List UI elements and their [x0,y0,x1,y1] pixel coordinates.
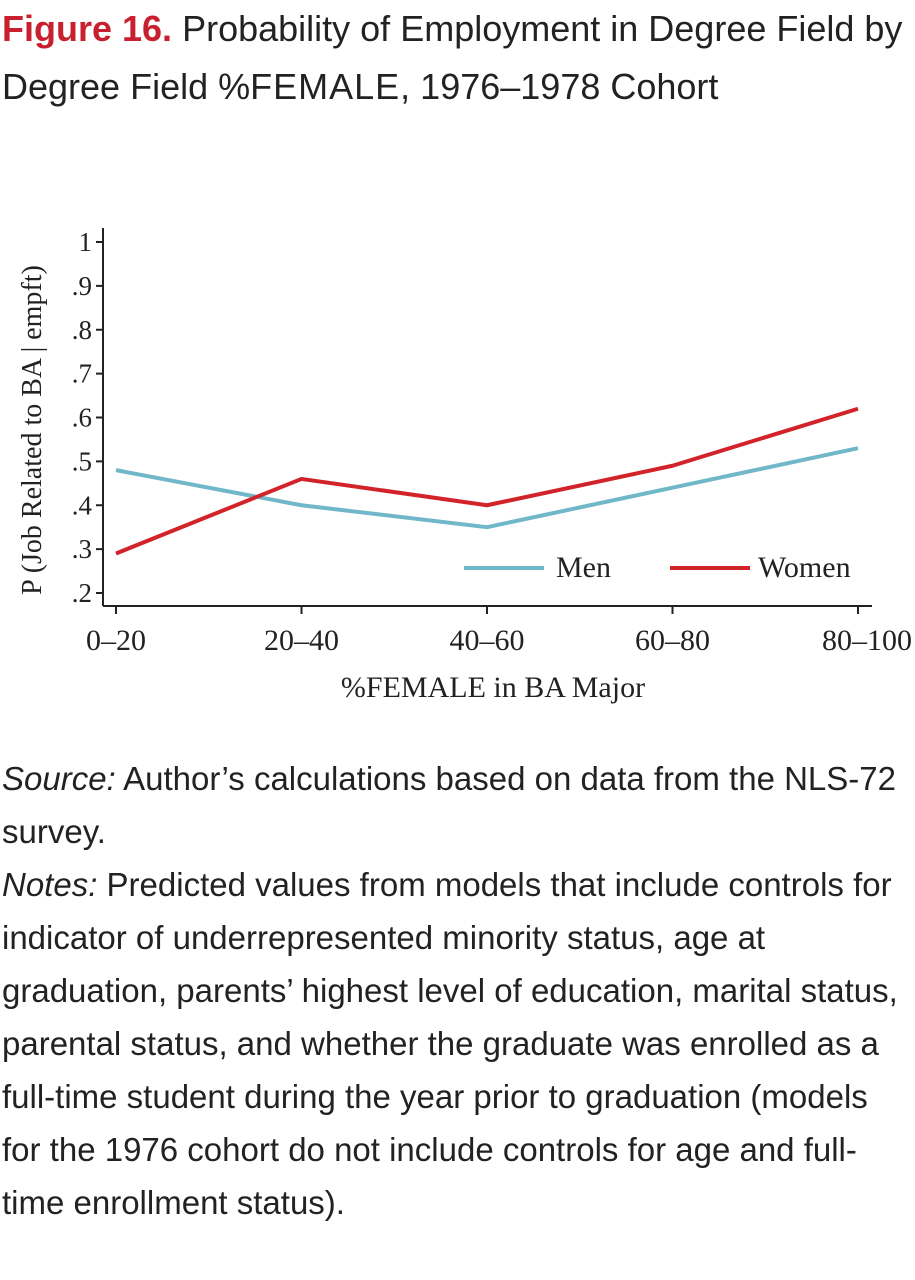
figure-title-text-2: , 1976–1978 Cohort [400,66,719,107]
y-axis-label: P (Job Related to BA | empft) [17,265,48,595]
figure-label: Figure 16. [2,8,173,49]
line-chart: P (Job Related to BA | empft) %FEMALE in… [17,227,912,704]
legend-label-men: Men [556,551,611,584]
source-note: Source: Author’s calculations based on d… [2,752,907,858]
x-axis-label: %FEMALE in BA Major [341,671,645,704]
series-line-men [115,446,859,530]
figure-notes: Source: Author’s calculations based on d… [2,752,907,1229]
figure-title-smallcaps: FEMALE [250,66,401,107]
notes-text: Predicted values from models that includ… [2,866,898,1221]
y-tick-label: .7 [72,359,92,389]
x-tick-label: 80–100 [822,624,912,657]
x-axis-ticks: 0–20 20–40 40–60 60–80 80–100 [86,606,912,657]
y-tick-label: .2 [72,578,92,608]
x-tick-label: 60–80 [635,624,710,657]
y-tick-label: .5 [72,446,92,476]
y-tick-label: .8 [72,315,92,345]
x-tick-label: 0–20 [86,624,146,657]
y-tick-label: .6 [72,403,92,433]
notes-paragraph: Notes: Predicted values from models that… [2,858,907,1229]
legend-label-women: Women [758,551,851,584]
series-line-women [115,406,859,556]
x-tick-label: 40–60 [450,624,525,657]
figure-title-text-1: Probability of Employment in Degree Fiel… [2,8,903,107]
y-axis-ticks: .2 .3 .4 .5 .6 .7 .8 .9 1 [72,227,103,608]
source-label: Source: [2,760,116,797]
y-tick-label: .9 [72,271,92,301]
notes-label: Notes: [2,866,98,903]
y-tick-label: .3 [72,534,92,564]
y-tick-label: 1 [79,227,93,257]
series-lines [115,406,859,556]
legend: Men Women [464,551,851,584]
figure-title: Figure 16. Probability of Employment in … [2,0,907,116]
y-tick-label: .4 [72,490,93,520]
x-tick-label: 20–40 [264,624,339,657]
source-text: Author’s calculations based on data from… [2,760,896,850]
